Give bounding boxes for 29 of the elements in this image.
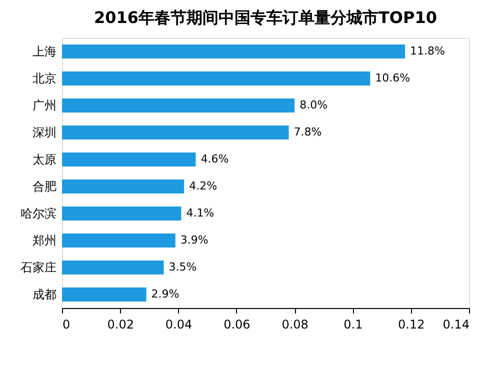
x-tick-label: 0.14 <box>442 318 470 332</box>
data-label: 2.9% <box>151 288 180 300</box>
y-tick-label: 郑州 <box>32 234 56 248</box>
data-label: 4.1% <box>186 206 214 220</box>
x-tick-label: 0.08 <box>282 318 308 332</box>
y-tick-label: 上海 <box>32 44 56 58</box>
data-label: 4.2% <box>189 180 218 192</box>
x-tick-label: 0.04 <box>165 318 192 332</box>
data-label: 11.8% <box>410 44 445 58</box>
data-label: 8.0% <box>300 98 328 112</box>
data-label: 7.8% <box>294 126 322 138</box>
y-tick-label: 石家庄 <box>20 260 56 274</box>
data-label: 3.9% <box>180 234 208 246</box>
y-tick-label: 太原 <box>32 152 56 166</box>
x-tick-label: 0.06 <box>224 318 250 332</box>
y-tick-label: 北京 <box>32 72 56 86</box>
chart-title: 2016年春节期间中国专车订单量分城市TOP10 <box>94 8 438 27</box>
x-tick-label: 0.1 <box>344 318 363 332</box>
x-tick-label: 0.02 <box>107 318 134 332</box>
data-label: 10.6% <box>375 72 410 84</box>
y-tick-label: 成都 <box>32 288 56 302</box>
y-tick-label: 哈尔滨 <box>20 206 56 220</box>
data-label: 3.5% <box>168 260 197 274</box>
y-tick-label: 合肥 <box>32 180 56 194</box>
data-label: 4.6% <box>200 152 229 166</box>
x-tick-label: 0 <box>62 318 70 332</box>
y-tick-label: 广州 <box>32 98 56 112</box>
y-tick-label: 深圳 <box>32 126 56 140</box>
x-tick-label: 0.12 <box>398 318 425 332</box>
